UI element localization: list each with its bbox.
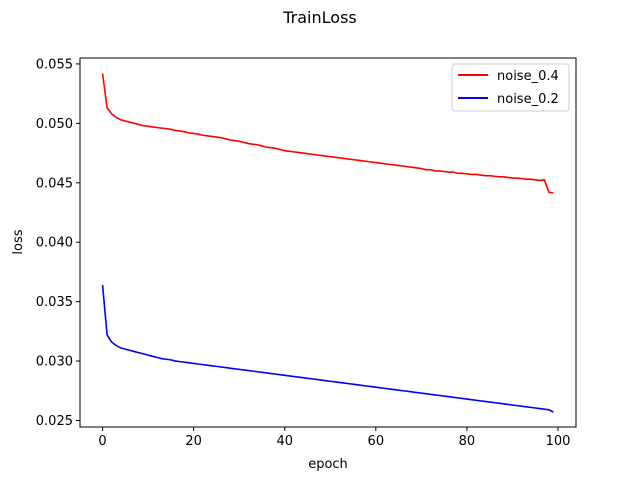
- x-tick-label: 0: [98, 434, 106, 449]
- legend-label-noise-0-4: noise_0.4: [497, 69, 559, 84]
- y-tick-label: 0.045: [36, 176, 73, 191]
- legend-label-noise-0-2: noise_0.2: [497, 92, 559, 107]
- series-layer: [101, 73, 554, 413]
- x-tick-label: 100: [546, 434, 571, 449]
- y-tick-label: 0.030: [36, 355, 73, 370]
- legend: noise_0.4 noise_0.2: [451, 63, 570, 112]
- y-tick-label: 0.035: [36, 295, 73, 310]
- x-tick-label: 80: [459, 434, 476, 449]
- x-tick-label: 40: [276, 434, 293, 449]
- x-axis-label: epoch: [308, 457, 348, 472]
- x-axis-ticks: 0 20 40 60 80 100: [98, 427, 570, 449]
- chart-title: TrainLoss: [282, 8, 356, 27]
- y-tick-label: 0.040: [36, 236, 73, 251]
- axes-background: [80, 58, 576, 427]
- plot-area: 0 20 40 60 80 100 0.0250.0300.0350.0400.0450.…: [36, 57, 577, 449]
- x-tick-label: 20: [185, 434, 202, 449]
- x-tick-label: 60: [368, 434, 385, 449]
- y-axis-ticks: 0.025 0.030 0.035 0.040 0.045 0.050 0.055: [36, 57, 80, 429]
- series-line-noise-0-2: [101, 284, 554, 413]
- y-axis-label: loss: [11, 229, 26, 254]
- y-tick-label: 0.055: [36, 57, 73, 72]
- y-tick-label: 0.050: [36, 117, 73, 132]
- series-line-noise-0-4: [101, 73, 554, 194]
- y-tick-label: 0.025: [36, 414, 73, 429]
